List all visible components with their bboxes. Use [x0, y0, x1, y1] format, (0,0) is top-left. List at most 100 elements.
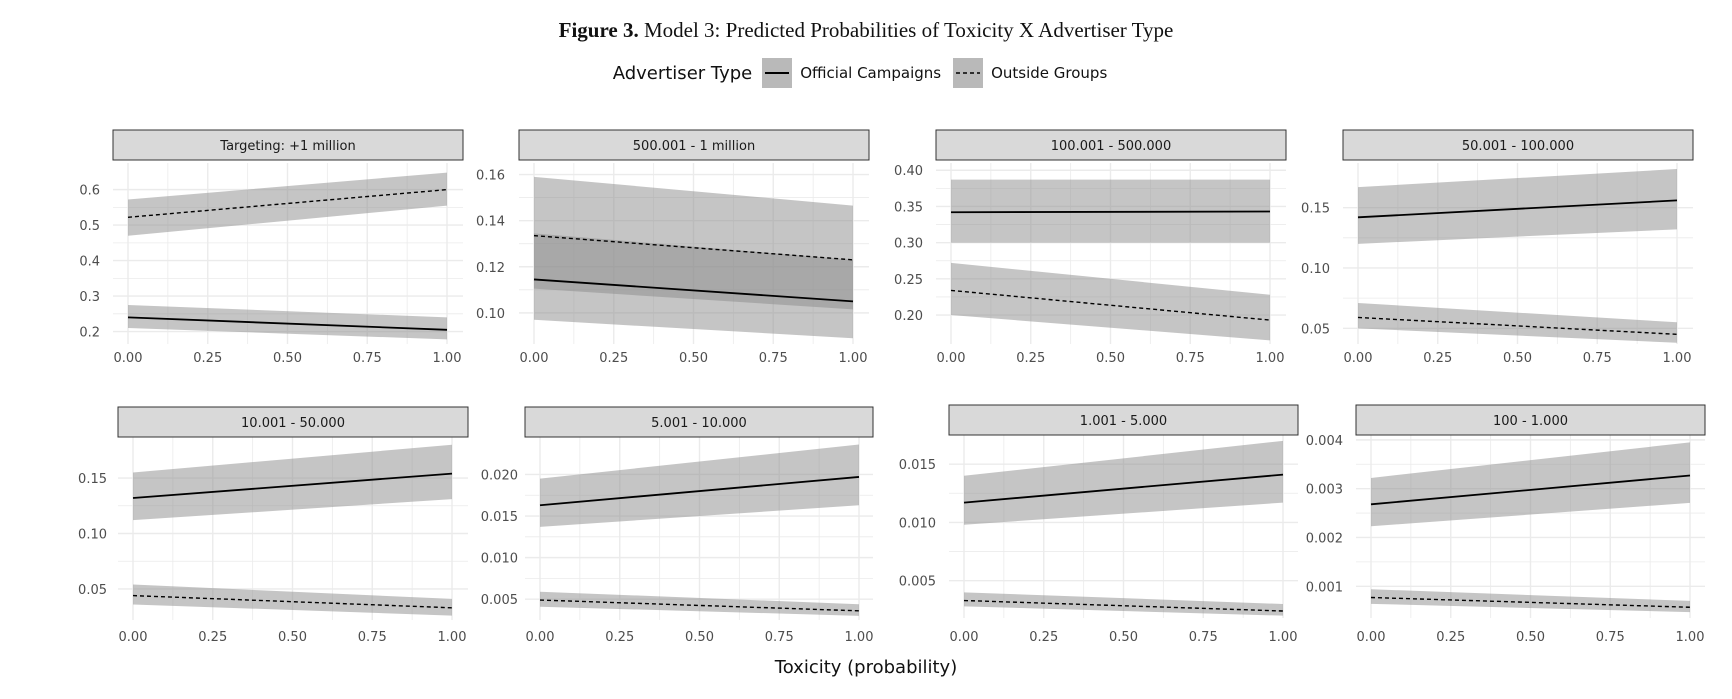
x-tick-label: 0.75	[1596, 630, 1625, 645]
x-tick-label: 0.75	[1176, 351, 1205, 366]
confidence-band-outside-groups	[128, 172, 447, 236]
figure-label: Figure 3.	[558, 18, 639, 42]
confidence-band-official-campaigns	[964, 440, 1283, 525]
series-line-official-campaigns	[132, 472, 453, 499]
y-tick-label: 0.002	[1306, 531, 1343, 546]
series-line-outside-groups	[1357, 316, 1678, 336]
y-tick-label: 0.30	[894, 237, 923, 252]
x-tick-label: 0.25	[1423, 351, 1452, 366]
x-tick-label: 0.50	[1503, 351, 1532, 366]
y-tick-label: 0.005	[899, 575, 936, 590]
facet-strip	[518, 129, 870, 161]
y-tick-label: 0.004	[1306, 434, 1343, 449]
x-tick-label: 0.00	[1357, 630, 1386, 645]
y-tick-label: 0.10	[78, 527, 107, 542]
confidence-band-outside-groups	[1371, 589, 1690, 613]
x-axis-title: Toxicity (probability)	[774, 657, 958, 678]
facet-title: 100 - 1.000	[1493, 414, 1568, 429]
facet-strip	[112, 129, 464, 161]
confidence-band-official-campaigns	[128, 304, 447, 340]
y-tick-label: 0.015	[899, 458, 936, 473]
confidence-band-outside-groups	[540, 591, 859, 616]
x-tick-label: 0.00	[520, 351, 549, 366]
x-tick-label: 0.00	[526, 630, 555, 645]
y-tick-label: 0.10	[1301, 262, 1330, 277]
x-tick-label: 0.25	[193, 351, 222, 366]
x-tick-label: 0.75	[358, 630, 387, 645]
x-tick-label: 0.25	[605, 630, 634, 645]
x-tick-label: 0.00	[937, 351, 966, 366]
legend-title: Advertiser Type	[612, 62, 753, 84]
figure-caption: Model 3: Predicted Probabilities of Toxi…	[643, 18, 1174, 42]
series-line-outside-groups	[127, 188, 448, 218]
series-line-outside-groups	[132, 594, 453, 609]
x-tick-label: 0.25	[198, 630, 227, 645]
x-tick-label: 1.00	[845, 630, 874, 645]
series-line-official-campaigns	[127, 316, 448, 331]
x-tick-label: 0.75	[353, 351, 382, 366]
facet-title: 5.001 - 10.000	[651, 416, 747, 431]
y-tick-label: 0.3	[79, 290, 100, 305]
facet-title: Targeting: +1 million	[219, 139, 355, 154]
y-tick-label: 0.20	[894, 309, 923, 324]
y-tick-label: 0.14	[476, 215, 505, 230]
legend-label-official-campaigns: Official Campaigns	[800, 64, 942, 82]
facet-title: 10.001 - 50.000	[241, 416, 345, 431]
y-tick-label: 0.6	[79, 184, 100, 199]
y-tick-label: 0.25	[894, 273, 923, 288]
confidence-band-official-campaigns	[540, 444, 859, 527]
x-tick-label: 0.50	[1516, 630, 1545, 645]
confidence-band-outside-groups	[534, 176, 853, 310]
facet-title: 50.001 - 100.000	[1462, 139, 1574, 154]
x-tick-label: 0.75	[1189, 630, 1218, 645]
y-tick-label: 0.005	[481, 593, 518, 608]
facet-strip	[117, 406, 469, 438]
x-tick-label: 0.25	[1029, 630, 1058, 645]
x-tick-label: 1.00	[433, 351, 462, 366]
legend-label-outside-groups: Outside Groups	[991, 64, 1108, 82]
x-tick-label: 1.00	[839, 351, 868, 366]
confidence-band-official-campaigns	[133, 444, 452, 521]
series-line-official-campaigns	[539, 476, 860, 507]
confidence-band-official-campaigns	[1371, 442, 1690, 527]
facet-title: 1.001 - 5.000	[1080, 414, 1167, 429]
x-tick-label: 0.25	[1436, 630, 1465, 645]
confidence-band-outside-groups	[1358, 302, 1677, 343]
x-tick-label: 1.00	[1269, 630, 1298, 645]
series-line-outside-groups	[533, 234, 854, 261]
x-tick-label: 0.25	[599, 351, 628, 366]
y-tick-label: 0.001	[1306, 580, 1343, 595]
x-tick-label: 0.25	[1016, 351, 1045, 366]
x-tick-label: 0.50	[1109, 630, 1138, 645]
x-tick-label: 1.00	[1256, 351, 1285, 366]
x-tick-label: 0.50	[278, 630, 307, 645]
y-tick-label: 0.10	[476, 307, 505, 322]
series-line-official-campaigns	[1357, 199, 1678, 219]
series-line-outside-groups	[950, 289, 1271, 321]
x-tick-label: 0.00	[950, 630, 979, 645]
confidence-band-outside-groups	[951, 262, 1270, 341]
y-tick-label: 0.05	[78, 583, 107, 598]
x-tick-label: 0.00	[119, 630, 148, 645]
y-tick-label: 0.12	[476, 261, 505, 276]
facet-strip	[524, 406, 874, 438]
x-tick-label: 1.00	[438, 630, 467, 645]
facet-strip	[935, 129, 1287, 161]
legend-key-outside-groups	[953, 58, 984, 88]
x-tick-label: 0.50	[273, 351, 302, 366]
y-tick-label: 0.05	[1301, 322, 1330, 337]
y-tick-label: 0.4	[79, 255, 100, 270]
y-tick-label: 0.16	[476, 169, 505, 184]
x-tick-label: 0.50	[685, 630, 714, 645]
facet-title: 100.001 - 500.000	[1051, 139, 1171, 154]
legend: Advertiser Type Official Campaigns Outsi…	[0, 58, 1732, 88]
confidence-band-outside-groups	[964, 592, 1283, 616]
y-tick-label: 0.010	[899, 516, 936, 531]
x-tick-label: 0.50	[679, 351, 708, 366]
y-tick-label: 0.5	[79, 219, 100, 234]
x-tick-label: 0.75	[1583, 351, 1612, 366]
x-tick-label: 0.00	[114, 351, 143, 366]
x-tick-label: 1.00	[1676, 630, 1705, 645]
x-tick-label: 0.75	[759, 351, 788, 366]
facet-strip	[1355, 404, 1706, 436]
